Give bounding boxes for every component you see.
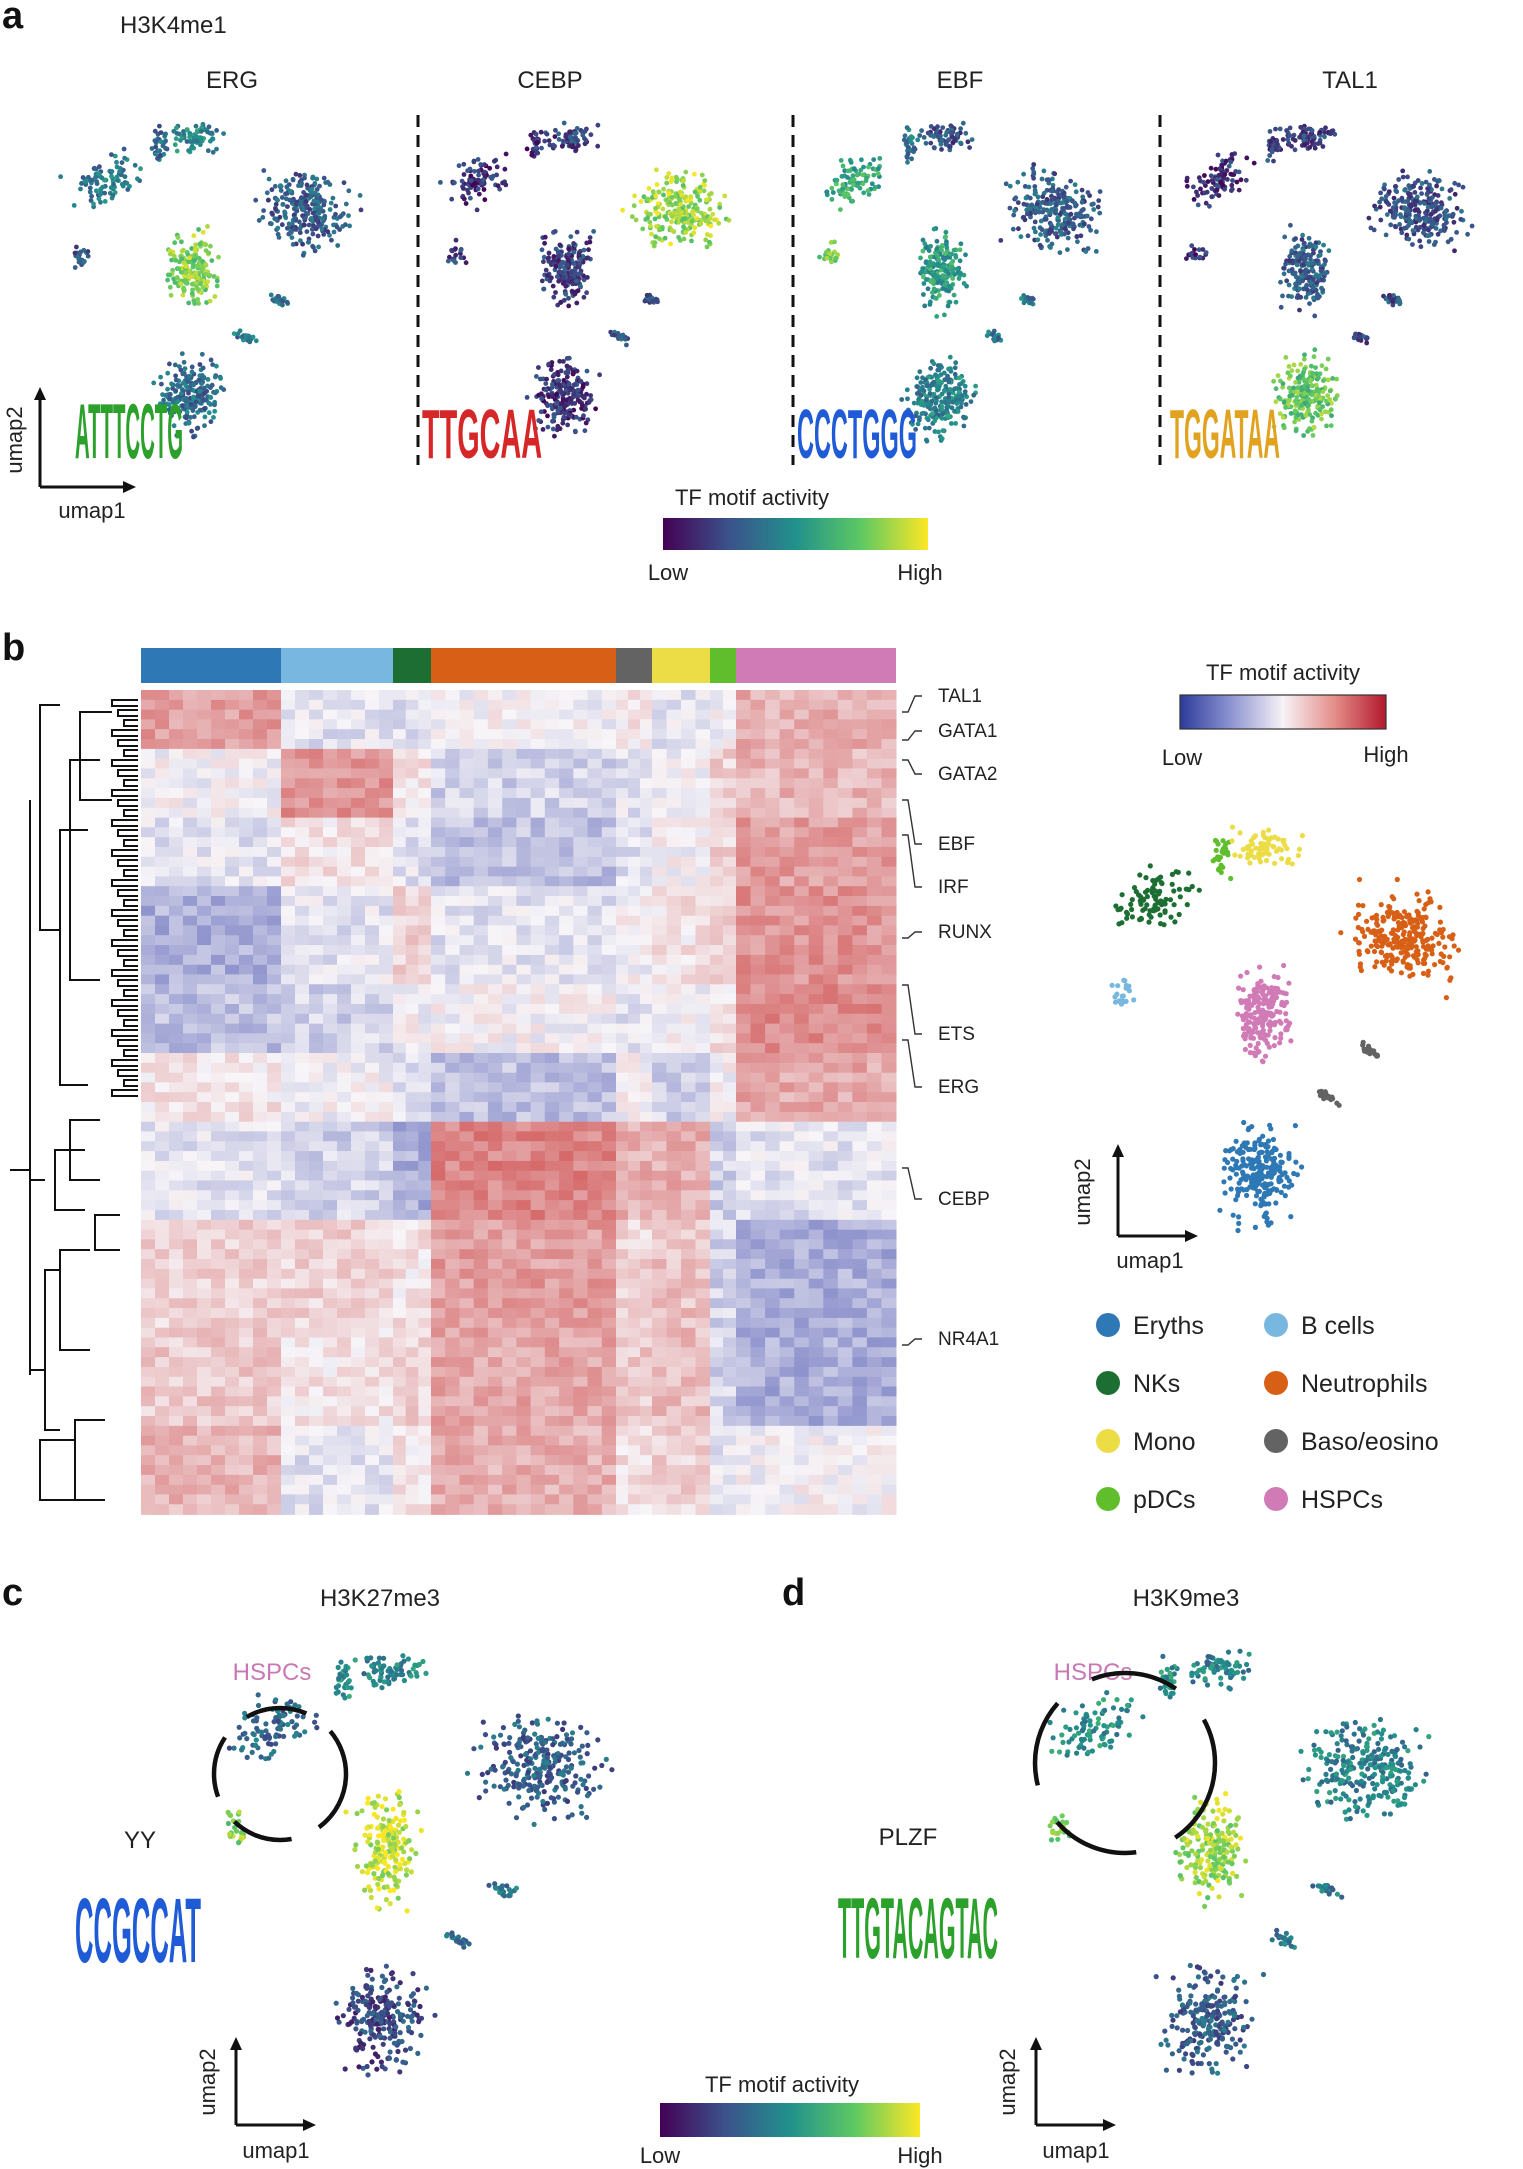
panel-cd-colorbar: TF motif activity Low High [640, 2072, 943, 2168]
panel-a-xlabel: umap1 [58, 498, 125, 523]
plzf-motif-logo: TTGTACAGTAC [838, 1881, 998, 1977]
tal1-motif-logo: TGGATAA [1170, 395, 1280, 473]
tf-label-ebf: EBF [938, 834, 975, 855]
panel-b-colorbar: TF motif activity Low High [1162, 660, 1409, 770]
panel-c-ylabel: umap2 [195, 2048, 220, 2115]
legend-swatch [1096, 1429, 1120, 1453]
yy-motif-logo: CCGCCAT [75, 1880, 201, 1982]
panel-a-title-ebf: EBF [937, 67, 984, 94]
legend-swatch [1264, 1487, 1288, 1511]
cebp-motif-logo: TTGCAA [422, 395, 542, 473]
panel-b-label: b [2, 627, 25, 669]
row-dendrogram [10, 699, 138, 1501]
tf-label-gata2: GATA2 [938, 764, 997, 785]
panel-cd-colorbar-gradient [660, 2103, 920, 2137]
panel-d-hspc-circle [1032, 1670, 1218, 1856]
legend-label: HSPCs [1301, 1486, 1383, 1514]
panel-c: c H3K27me3 HSPCs YY CCGCCAT umap2 umap1 [2, 1572, 615, 2163]
panel-a-ylabel: umap2 [2, 406, 27, 473]
panel-b: b TAL1 GATA1 GATA2 EBF IRF RUNX ETS ERG CEBP NR4A… [2, 627, 1462, 1515]
svg-text:ATTTCCTG: ATTTCCTG [75, 387, 183, 475]
panel-cd-colorbar-low: Low [640, 2143, 680, 2168]
legend-label: Eryths [1133, 1312, 1204, 1340]
svg-text:CCCTGGG: CCCTGGG [797, 395, 917, 473]
legend-swatch [1096, 1487, 1120, 1511]
panel-c-motif-name: YY [124, 1827, 156, 1854]
panel-d-umap [1047, 1648, 1432, 2076]
panel-d-axes: umap2 umap1 [995, 2037, 1116, 2163]
legend-label: Mono [1133, 1428, 1196, 1456]
legend-label: B cells [1301, 1312, 1375, 1340]
ebf-motif-logo: CCCTGGG [797, 395, 917, 473]
legend-swatch [1096, 1313, 1120, 1337]
tf-label-runx: RUNX [938, 922, 992, 943]
tf-label-gata1: GATA1 [938, 721, 997, 742]
cell-type-annotation-bar [141, 648, 896, 683]
legend-swatch [1264, 1371, 1288, 1395]
panel-a-colorbar-low: Low [648, 560, 688, 585]
panel-d-motif-name: PLZF [879, 1824, 938, 1851]
panel-a: a H3K4me1 ERG CEBP EBF TAL1 ATTTCCTG TTG… [2, 0, 1475, 585]
tf-label-tal1: TAL1 [938, 686, 982, 707]
erg-motif-logo: ATTTCCTG [75, 387, 183, 475]
tf-label-erg: ERG [938, 1077, 979, 1098]
svg-text:TGGATAA: TGGATAA [1170, 395, 1280, 473]
panel-a-colorbar-high: High [897, 560, 942, 585]
legend-swatch [1096, 1371, 1120, 1395]
panel-a-title-erg: ERG [206, 67, 258, 94]
legend-label: pDCs [1133, 1486, 1196, 1514]
tf-label-cebp: CEBP [938, 1189, 990, 1210]
panel-c-xlabel: umap1 [242, 2138, 309, 2163]
legend-label: Neutrophils [1301, 1370, 1427, 1398]
panel-d-label: d [782, 1572, 805, 1614]
panel-cd-colorbar-high: High [897, 2143, 942, 2168]
panel-b-celltype-umap [1109, 824, 1462, 1234]
panel-a-umaps [58, 120, 1475, 444]
panel-c-umap [225, 1653, 615, 2078]
svg-text:TTGCAA: TTGCAA [422, 395, 542, 473]
panel-d: d H3K9me3 HSPCs PLZF TTGTACAGTAC umap2 u… [782, 1572, 1432, 2163]
panel-b-xlabel: umap1 [1116, 1248, 1183, 1273]
legend-label: Baso/eosino [1301, 1428, 1439, 1456]
panel-b-ylabel: umap2 [1070, 1158, 1095, 1225]
panel-b-axes: umap2 umap1 [1070, 1144, 1198, 1273]
tf-label-ets: ETS [938, 1024, 975, 1045]
panel-d-ylabel: umap2 [995, 2048, 1020, 2115]
legend-label: NKs [1133, 1370, 1180, 1398]
panel-a-colorbar: TF motif activity Low High [648, 485, 943, 585]
panel-a-title-cebp: CEBP [517, 67, 582, 94]
panel-a-label: a [2, 0, 24, 37]
panel-a-axes: umap2 umap1 [2, 387, 136, 523]
panel-c-hspc-circle [211, 1705, 349, 1843]
panel-b-colorbar-title: TF motif activity [1206, 660, 1360, 685]
legend-swatch [1264, 1429, 1288, 1453]
panel-c-axes: umap2 umap1 [195, 2037, 316, 2163]
panel-a-colorbar-title: TF motif activity [675, 485, 829, 510]
panel-c-hspc-label: HSPCs [233, 1659, 312, 1686]
panel-d-mark: H3K9me3 [1133, 1585, 1240, 1612]
panel-a-mark: H3K4me1 [120, 12, 227, 39]
panel-a-colorbar-gradient [663, 518, 928, 550]
panel-d-xlabel: umap1 [1042, 2138, 1109, 2163]
legend-swatch [1264, 1313, 1288, 1337]
panel-c-label: c [2, 1572, 23, 1614]
panel-b-colorbar-high: High [1363, 742, 1408, 767]
panel-c-mark: H3K27me3 [320, 1585, 440, 1612]
panel-b-colorbar-low: Low [1162, 745, 1202, 770]
tf-row-labels: TAL1 GATA1 GATA2 EBF IRF RUNX ETS ERG CEBP NR4A1 [902, 686, 999, 1350]
panel-cd-colorbar-title: TF motif activity [705, 2072, 859, 2097]
tf-activity-heatmap [141, 689, 897, 1515]
panel-b-colorbar-gradient [1179, 694, 1387, 730]
panel-a-title-tal1: TAL1 [1322, 67, 1378, 94]
tf-label-nr4a1: NR4A1 [938, 1329, 999, 1350]
tf-label-irf: IRF [938, 877, 969, 898]
cell-type-legend: Eryths B cells NKs Neutrophils Mono Baso/eosi… [1096, 1312, 1439, 1514]
